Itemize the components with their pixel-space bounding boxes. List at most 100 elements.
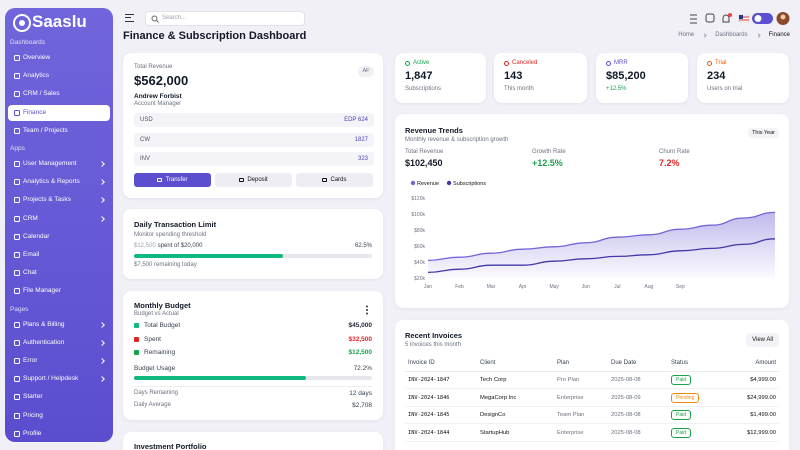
row-label: Remaining [144,349,176,356]
title: Monthly Budget [134,301,191,310]
subtitle: Budget vs Actual [134,311,179,317]
account-row: INV 323 [134,152,374,166]
column-header: Due Date [611,360,637,366]
table-cell: Enterprise [557,429,584,436]
nav-item[interactable]: Overview [8,50,110,66]
account-row: USD EDP 624 [134,113,374,127]
y-tick-label: $120k [411,196,425,202]
topbar-icons [690,12,790,25]
table-cell: $1,499.00 [750,412,776,419]
progress-track [134,254,372,258]
nav-label: Calendar [23,232,50,240]
button-icon [239,178,245,182]
nav-item[interactable]: Error [8,353,110,369]
breadcrumb-item[interactable]: Home [678,32,695,38]
table-cell: $24,999.00 [746,394,776,401]
account-key: CW [140,136,150,143]
budget-card: Monthly Budget Budget vs Actual Budget U… [123,291,383,420]
stat-card: MRR $85,200 +12.5% [596,53,688,103]
search-box[interactable]: Search... [145,11,305,26]
status-badge: Pending [671,392,700,403]
nav-icon [14,233,20,240]
action-button[interactable]: Deposit [215,173,292,187]
column-header: Plan [557,360,570,366]
breadcrumb-item[interactable]: Finance [768,32,790,38]
stat-sub: This month [504,86,534,92]
chevron [99,358,105,364]
metric-value: +12.5% [532,158,563,168]
nav-item[interactable]: Analytics & Reports [8,174,110,190]
nav-item[interactable]: Starter [8,389,110,405]
spent-of: spent of $20,000 [157,243,203,249]
stat-icon [707,61,712,66]
header-line [405,371,779,372]
usage-value: 72.2% [353,365,372,372]
nav-label: Starter [23,393,43,401]
stat-sub: Users on trial [707,86,743,92]
nav-label: CRM [23,214,38,222]
nav-item[interactable]: Pricing [8,408,110,424]
view-all-button[interactable]: View All [746,333,779,347]
status-badge: Paid [671,410,692,421]
nav-item[interactable]: Authentication [8,335,110,351]
y-tick-label: $80k [414,228,425,234]
row-value: $12,500 [348,349,373,356]
nav-item[interactable]: Team / Projects [8,123,110,139]
sidebar: Saaslu Dashboards Overview Analytics CRM / … [5,8,113,442]
nav-icon [14,252,20,258]
nav-item[interactable]: Projects & Tasks [8,192,110,208]
stat-card: Canceled 143 This month [494,53,587,103]
progress-fill [134,254,283,258]
nav-item[interactable]: Finance [8,104,110,121]
nav-item[interactable]: Email [8,247,110,263]
nav-item[interactable]: User Management [8,156,110,172]
usage-label: Budget Usage [134,365,176,372]
line [427,211,776,262]
nav-icon [14,109,20,116]
row-value: $45,000 [348,322,373,329]
row-icon [134,336,139,342]
metric-label: Churn Rate [659,149,690,155]
nav-item[interactable]: Analytics [8,68,110,84]
stat-label: Canceled [512,60,538,66]
chevron [99,339,105,346]
subtitle: 5 invoices this month [405,342,462,348]
spent: $12,500 [134,243,156,249]
nav-item[interactable]: Profile [8,426,110,442]
x-tick-label: Mar [487,284,496,290]
account-row: CW 1827 [134,132,374,147]
table-cell: MegaCorp Inc [480,394,517,401]
nav-item[interactable]: Support / Helpdesk [8,371,110,387]
stat-value: 143 [504,70,523,82]
nav-item[interactable]: File Manager [8,283,110,299]
subtitle: Monthly revenue & subscription growth [405,137,509,143]
nav-item[interactable]: Chat [8,265,110,281]
nav-label: Pricing [23,411,43,419]
invoices-card: Recent Invoices 5 invoices this month Vi… [395,320,789,450]
x-tick-label: Aug [644,284,653,290]
role: Account Manager [134,101,182,107]
chart: $20k $40k $60k $80k $100k $120k Jan Feb Mar Apr Ma… [410,180,776,290]
nav-item[interactable]: Calendar [8,229,110,245]
stat-card: Active 1,847 Subscriptions [395,53,486,103]
legend-marker [410,180,416,186]
nav-icon [14,430,20,437]
action-button[interactable]: Transfer [134,173,211,187]
subtitle: Monitor spending threshold [134,232,207,238]
revenue-card: Total Revenue $562,000 AF Andrew Forbist… [123,53,383,198]
nav-label: Chat [23,269,37,277]
action-button[interactable]: Cards [296,173,373,187]
nav-item[interactable]: CRM / Sales [8,86,110,102]
breadcrumb-item[interactable]: Dashboards [715,32,748,38]
nav-item[interactable]: CRM [8,211,110,227]
menu-toggle[interactable] [125,14,134,22]
menu-dots[interactable] [365,305,369,315]
limit-card: Daily Transaction Limit Monitor spending… [123,209,383,279]
nav-item[interactable]: Plans & Billing [8,317,110,333]
period-button[interactable]: This Year [748,128,779,138]
metric-label: Total Revenue [405,149,444,155]
nav-icon [14,91,20,98]
account-value: 1827 [354,136,368,143]
stat-label: Days Remaining [134,390,179,396]
nav-icon [14,376,20,383]
